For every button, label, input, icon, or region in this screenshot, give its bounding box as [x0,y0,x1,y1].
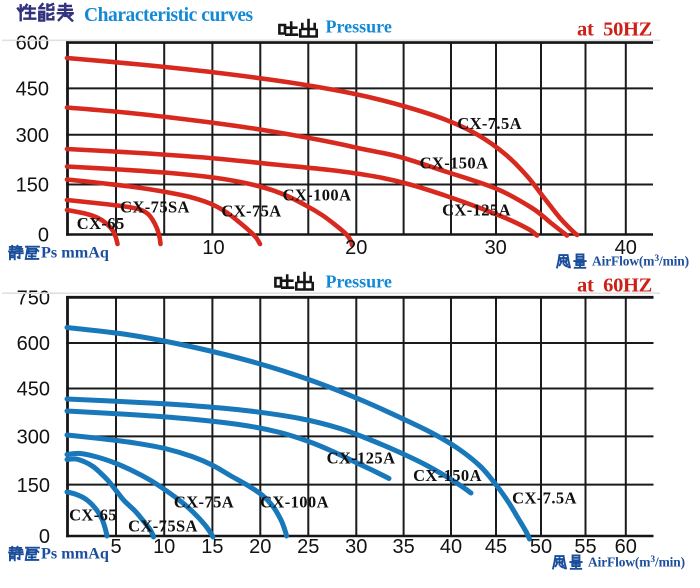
svg-text:20: 20 [249,536,271,558]
svg-text:150: 150 [16,175,49,197]
svg-text:Ps mmAq: Ps mmAq [41,244,109,262]
svg-text:CX-125A: CX-125A [327,449,396,468]
svg-text:Pressure: Pressure [326,17,392,37]
svg-text:10: 10 [202,237,224,259]
svg-text:AirFlow(m3/min): AirFlow(m3/min) [588,555,685,570]
svg-text:CX-100A: CX-100A [260,493,329,512]
svg-text:Characteristic curves: Characteristic curves [84,5,254,26]
svg-text:CX-100A: CX-100A [283,186,352,205]
svg-text:5: 5 [110,536,121,558]
svg-text:20: 20 [345,237,367,259]
svg-text:750: 750 [17,288,50,310]
svg-text:CX-7.5A: CX-7.5A [457,114,522,133]
svg-text:CX-7.5A: CX-7.5A [512,489,577,508]
svg-text:60: 60 [615,536,637,558]
svg-text:CX-75SA: CX-75SA [120,198,190,217]
svg-text:CX-125A: CX-125A [442,201,511,220]
svg-text:40: 40 [615,237,637,259]
svg-text:CX-75A: CX-75A [174,493,234,512]
svg-text:CX-150A: CX-150A [413,466,482,485]
svg-text:at 50HZ: at 50HZ [577,19,652,41]
svg-text:450: 450 [16,79,49,101]
svg-text:300: 300 [17,427,50,449]
svg-text:25: 25 [297,536,319,558]
svg-text:Pressure: Pressure [326,272,392,292]
svg-text:45: 45 [485,536,507,558]
svg-text:35: 35 [392,536,414,558]
svg-text:AirFlow(m3/min): AirFlow(m3/min) [592,254,689,269]
svg-text:40: 40 [440,536,462,558]
svg-text:50: 50 [530,536,552,558]
svg-text:CX-150A: CX-150A [420,154,489,173]
svg-text:450: 450 [17,379,50,401]
svg-text:300: 300 [16,125,49,147]
svg-text:CX-75A: CX-75A [221,202,281,221]
svg-text:0: 0 [39,526,50,548]
svg-text:0: 0 [38,225,49,247]
svg-text:600: 600 [17,333,50,355]
svg-text:30: 30 [345,536,367,558]
svg-text:150: 150 [17,475,50,497]
svg-text:at 60HZ: at 60HZ [577,275,652,297]
svg-text:CX-65: CX-65 [77,214,125,233]
svg-text:30: 30 [485,237,507,259]
svg-text:CX-65: CX-65 [69,506,117,525]
svg-text:15: 15 [201,536,223,558]
svg-text:CX-75SA: CX-75SA [128,517,198,536]
svg-text:10: 10 [153,536,175,558]
svg-text:600: 600 [16,33,49,55]
svg-text:Ps mmAq: Ps mmAq [41,545,109,563]
svg-text:55: 55 [574,536,596,558]
